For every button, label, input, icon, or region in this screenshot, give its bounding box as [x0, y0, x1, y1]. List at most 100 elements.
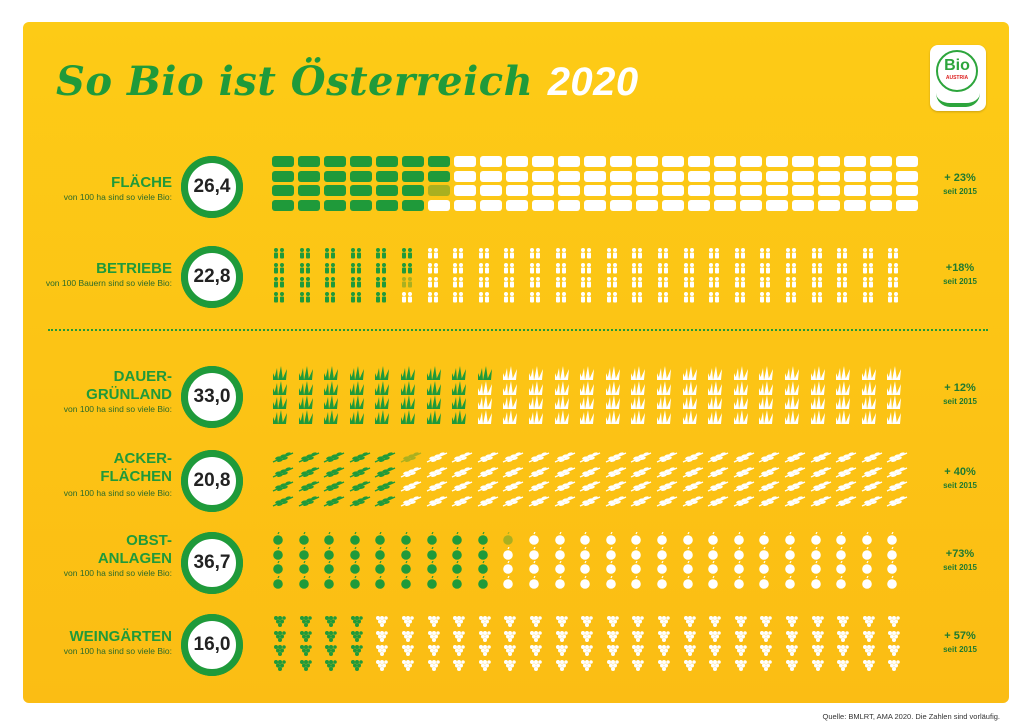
- wheat-icon: [400, 494, 422, 512]
- farmer-icon: [835, 275, 849, 293]
- wheat-icon: [502, 465, 524, 483]
- wheat-icon: [656, 450, 678, 468]
- field-tile-icon: [376, 185, 398, 196]
- field-tile-icon: [376, 156, 398, 167]
- grapes-icon: [400, 658, 414, 677]
- apple-icon: [733, 560, 745, 579]
- grapes-icon: [630, 658, 645, 677]
- wheat-icon: [477, 479, 499, 497]
- grass-icon: [630, 380, 648, 400]
- farmer-icon: [835, 290, 849, 308]
- grapes-icon: [272, 629, 286, 648]
- field-tile-icon: [506, 156, 528, 167]
- field-tile-icon: [402, 199, 424, 211]
- farmer-icon: [374, 261, 388, 279]
- stat-label: BETRIEBE: [96, 260, 172, 277]
- badge-value: 20,8: [186, 455, 238, 507]
- farmer-icon: [861, 261, 875, 279]
- apple-icon: [630, 575, 642, 594]
- grapes-icon: [707, 614, 721, 633]
- farmer-icon: [707, 261, 721, 279]
- apple-icon: [784, 560, 796, 579]
- wheat-icon: [707, 450, 729, 468]
- farmer-icon: [554, 275, 568, 293]
- apple-icon: [554, 575, 566, 594]
- field-tile-icon: [740, 156, 762, 167]
- field-tile-icon: [688, 199, 710, 211]
- apple-icon: [272, 575, 284, 594]
- farmer-icon: [707, 275, 721, 293]
- farmer-icon: [477, 290, 491, 308]
- grass-icon: [528, 380, 546, 400]
- farmer-icon: [502, 275, 516, 293]
- wheat-icon: [374, 494, 396, 512]
- apple-icon: [528, 560, 540, 579]
- farmer-icon: [323, 275, 337, 293]
- grapes-icon: [400, 614, 414, 633]
- apple-icon: [784, 531, 796, 550]
- grass-icon: [298, 395, 316, 414]
- farmer-icon: [861, 290, 875, 308]
- wheat-icon: [451, 465, 473, 483]
- apple-icon: [656, 531, 668, 550]
- grass-icon: [656, 395, 674, 414]
- farmer-icon: [528, 246, 542, 264]
- field-tile-icon: [688, 170, 710, 182]
- grapes-icon: [349, 643, 363, 662]
- change-since-2015: + 57% seit 2015: [935, 630, 985, 656]
- logo-country: AUSTRIA: [945, 75, 969, 81]
- farmer-icon: [298, 261, 312, 279]
- apple-icon: [630, 560, 642, 579]
- farmer-icon: [451, 275, 465, 293]
- grass-icon: [323, 395, 341, 414]
- apple-icon: [835, 560, 847, 579]
- apple-icon: [554, 546, 566, 565]
- wheat-icon: [426, 494, 448, 512]
- grass-icon: [272, 395, 290, 414]
- grass-icon: [733, 380, 751, 400]
- grapes-icon: [656, 643, 670, 662]
- grapes-icon: [605, 643, 619, 662]
- farmer-icon: [758, 290, 772, 308]
- grapes-icon: [861, 658, 875, 677]
- wheat-icon: [707, 465, 729, 483]
- farmer-icon: [400, 275, 414, 293]
- farmer-icon: [682, 261, 696, 279]
- wheat-icon: [861, 450, 883, 468]
- field-tile-icon: [298, 156, 320, 167]
- field-tile-icon: [740, 185, 762, 196]
- grass-icon: [426, 409, 444, 429]
- grass-icon: [400, 395, 418, 414]
- wheat-icon: [733, 479, 755, 497]
- apple-icon: [886, 575, 898, 594]
- field-tile-icon: [298, 185, 320, 196]
- grass-icon: [835, 409, 853, 429]
- farmer-icon: [426, 290, 440, 308]
- stat-label: OBST- ANLAGEN: [97, 532, 172, 567]
- wheat-icon: [758, 465, 780, 483]
- apple-icon: [861, 560, 873, 579]
- apple-icon: [707, 531, 719, 550]
- grapes-icon: [349, 658, 363, 677]
- grapes-icon: [656, 614, 670, 633]
- wheat-icon: [630, 450, 652, 468]
- wheat-icon: [682, 494, 704, 512]
- grass-icon: [298, 380, 316, 400]
- farmer-icon: [323, 246, 337, 264]
- grass-icon: [451, 366, 469, 385]
- apple-icon: [656, 560, 668, 579]
- grapes-icon: [656, 658, 670, 677]
- value-badge: 36,7: [181, 532, 243, 594]
- field-tile-icon: [766, 199, 788, 211]
- wheat-icon: [528, 479, 550, 497]
- logo-ring: Bio AUSTRIA: [936, 50, 978, 92]
- grass-icon: [451, 395, 469, 414]
- field-tile-icon: [402, 156, 424, 167]
- badge-value: 26,4: [186, 161, 238, 213]
- grapes-icon: [861, 614, 875, 633]
- wheat-icon: [682, 479, 704, 497]
- field-tile-icon: [818, 156, 840, 167]
- grass-icon: [630, 366, 648, 385]
- grass-icon: [477, 366, 495, 385]
- grapes-icon: [630, 614, 645, 633]
